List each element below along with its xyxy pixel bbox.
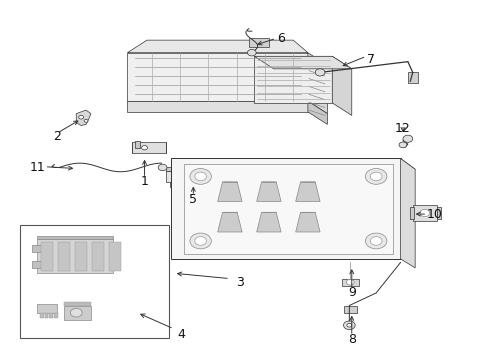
Polygon shape	[58, 242, 70, 271]
Polygon shape	[217, 182, 242, 202]
Polygon shape	[344, 306, 356, 313]
Polygon shape	[199, 182, 206, 187]
Polygon shape	[256, 212, 281, 232]
Circle shape	[369, 237, 381, 245]
Circle shape	[84, 120, 88, 122]
Polygon shape	[254, 56, 351, 69]
Text: 7: 7	[366, 53, 374, 66]
Polygon shape	[127, 53, 307, 101]
Polygon shape	[132, 142, 166, 153]
Circle shape	[365, 168, 386, 184]
Polygon shape	[166, 167, 215, 171]
Polygon shape	[135, 140, 140, 148]
Polygon shape	[54, 313, 58, 318]
Circle shape	[402, 135, 412, 142]
Polygon shape	[166, 171, 215, 182]
Circle shape	[79, 116, 83, 119]
Polygon shape	[407, 72, 417, 83]
Polygon shape	[409, 207, 413, 220]
Polygon shape	[76, 110, 91, 126]
Polygon shape	[183, 164, 392, 253]
Text: 4: 4	[177, 328, 184, 341]
Polygon shape	[109, 242, 121, 271]
Polygon shape	[37, 239, 113, 273]
Polygon shape	[295, 212, 320, 232]
Circle shape	[194, 237, 206, 245]
Polygon shape	[341, 279, 358, 286]
Circle shape	[369, 172, 381, 181]
Polygon shape	[331, 56, 351, 116]
Text: 1: 1	[141, 175, 148, 188]
Text: 8: 8	[347, 333, 355, 346]
Polygon shape	[307, 53, 327, 114]
Polygon shape	[41, 242, 53, 271]
Circle shape	[142, 145, 147, 150]
Text: 3: 3	[235, 276, 243, 289]
Text: 12: 12	[394, 122, 410, 135]
Polygon shape	[249, 39, 268, 47]
Polygon shape	[32, 244, 41, 252]
Circle shape	[346, 279, 353, 285]
Polygon shape	[169, 182, 177, 187]
Circle shape	[398, 142, 406, 148]
Polygon shape	[256, 182, 281, 202]
Bar	[20, 225, 168, 338]
Text: 11: 11	[29, 161, 45, 174]
Text: 2: 2	[53, 130, 61, 144]
Text: 9: 9	[347, 287, 355, 300]
Circle shape	[158, 164, 166, 171]
Polygon shape	[127, 40, 307, 53]
Polygon shape	[171, 158, 400, 259]
Polygon shape	[37, 304, 57, 313]
Polygon shape	[113, 244, 120, 252]
Polygon shape	[75, 242, 87, 271]
Circle shape	[189, 233, 211, 249]
Polygon shape	[254, 56, 331, 103]
Circle shape	[247, 49, 256, 56]
Polygon shape	[37, 235, 113, 239]
Circle shape	[419, 210, 429, 217]
Polygon shape	[307, 101, 327, 125]
Polygon shape	[189, 182, 197, 187]
Polygon shape	[400, 158, 414, 268]
Polygon shape	[217, 212, 242, 232]
Circle shape	[70, 309, 82, 317]
Circle shape	[343, 321, 354, 329]
Polygon shape	[92, 242, 104, 271]
Polygon shape	[436, 207, 440, 220]
Polygon shape	[171, 158, 414, 169]
Polygon shape	[40, 313, 43, 318]
Polygon shape	[412, 205, 436, 221]
Text: 5: 5	[189, 193, 197, 206]
Polygon shape	[207, 182, 215, 187]
Text: 10: 10	[426, 208, 442, 221]
Text: 6: 6	[277, 32, 285, 45]
Polygon shape	[64, 306, 91, 320]
Polygon shape	[44, 313, 48, 318]
Polygon shape	[179, 182, 187, 187]
Polygon shape	[127, 101, 307, 112]
Polygon shape	[32, 261, 41, 268]
Circle shape	[346, 323, 351, 327]
Circle shape	[189, 168, 211, 184]
Polygon shape	[295, 182, 320, 202]
Circle shape	[365, 233, 386, 249]
Polygon shape	[49, 313, 53, 318]
Polygon shape	[64, 302, 91, 306]
Circle shape	[194, 172, 206, 181]
Circle shape	[315, 69, 325, 76]
Polygon shape	[113, 261, 120, 268]
